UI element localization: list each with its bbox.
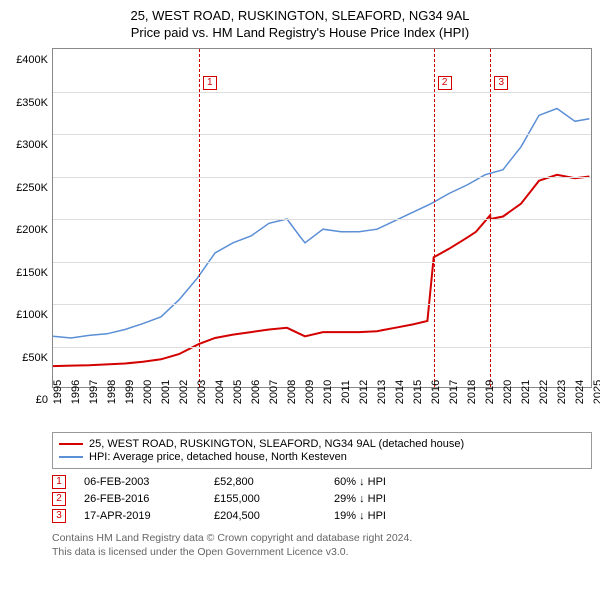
x-tick-label: 2008 [286, 380, 298, 404]
x-tick-label: 2013 [376, 380, 388, 404]
x-tick-label: 2001 [160, 380, 172, 404]
x-tick-label: 2025 [592, 380, 600, 404]
legend-label: 25, WEST ROAD, RUSKINGTON, SLEAFORD, NG3… [89, 438, 464, 450]
x-tick-label: 2012 [358, 380, 370, 404]
x-tick-label: 2022 [538, 380, 550, 404]
footer-line1: Contains HM Land Registry data © Crown c… [52, 531, 592, 545]
event-date: 17-APR-2019 [84, 510, 214, 522]
x-tick-label: 2002 [178, 380, 190, 404]
event-row: 2 26-FEB-2016£155,00029% ↓ HPI [52, 492, 592, 506]
y-tick-label: £350K [16, 97, 48, 109]
footer-line2: This data is licensed under the Open Gov… [52, 545, 592, 559]
event-marker-line [434, 49, 435, 387]
y-tick-label: £0 [36, 394, 48, 406]
legend: 25, WEST ROAD, RUSKINGTON, SLEAFORD, NG3… [52, 432, 592, 469]
x-tick-label: 2016 [430, 380, 442, 404]
x-tick-label: 2006 [250, 380, 262, 404]
x-tick-label: 2021 [520, 380, 532, 404]
x-tick-label: 2018 [466, 380, 478, 404]
x-tick-label: 2015 [412, 380, 424, 404]
x-tick-label: 1999 [124, 380, 136, 404]
series-property [53, 175, 589, 366]
x-tick-label: 2014 [394, 380, 406, 404]
gridline [53, 347, 591, 348]
event-date: 26-FEB-2016 [84, 493, 214, 505]
x-tick-label: 2020 [502, 380, 514, 404]
x-tick-label: 2009 [304, 380, 316, 404]
gridline [53, 134, 591, 135]
event-marker-box: 1 [203, 76, 217, 90]
gridline [53, 177, 591, 178]
chart-title: 25, WEST ROAD, RUSKINGTON, SLEAFORD, NG3… [8, 8, 592, 40]
y-tick-label: £250K [16, 182, 48, 194]
event-price: £204,500 [214, 510, 334, 522]
event-id-box: 1 [52, 475, 66, 489]
event-marker-box: 2 [438, 76, 452, 90]
event-date: 06-FEB-2003 [84, 476, 214, 488]
x-tick-label: 2007 [268, 380, 280, 404]
y-tick-label: £150K [16, 267, 48, 279]
legend-item: 25, WEST ROAD, RUSKINGTON, SLEAFORD, NG3… [59, 438, 585, 450]
x-tick-label: 1998 [106, 380, 118, 404]
event-marker-box: 3 [494, 76, 508, 90]
x-tick-label: 1997 [88, 380, 100, 404]
event-delta: 19% ↓ HPI [334, 510, 592, 522]
gridline [53, 304, 591, 305]
gridline [53, 262, 591, 263]
y-tick-label: £100K [16, 309, 48, 321]
event-marker-line [199, 49, 200, 387]
title-address: 25, WEST ROAD, RUSKINGTON, SLEAFORD, NG3… [8, 8, 592, 23]
event-marker-line [490, 49, 491, 387]
x-tick-label: 2005 [232, 380, 244, 404]
x-tick-label: 1996 [70, 380, 82, 404]
footer: Contains HM Land Registry data © Crown c… [52, 531, 592, 559]
x-tick-label: 2017 [448, 380, 460, 404]
x-tick-label: 2024 [574, 380, 586, 404]
event-row: 1 06-FEB-2003£52,80060% ↓ HPI [52, 475, 592, 489]
y-tick-label: £200K [16, 224, 48, 236]
event-id-box: 3 [52, 509, 66, 523]
x-tick-label: 2004 [214, 380, 226, 404]
x-tick-label: 2011 [340, 380, 352, 404]
x-tick-label: 2010 [322, 380, 334, 404]
event-price: £52,800 [214, 476, 334, 488]
x-tick-label: 1995 [52, 380, 64, 404]
legend-swatch [59, 456, 83, 458]
event-delta: 29% ↓ HPI [334, 493, 592, 505]
title-subtitle: Price paid vs. HM Land Registry's House … [8, 25, 592, 40]
x-tick-label: 2003 [196, 380, 208, 404]
y-axis: £0£50K£100K£150K£200K£250K£300K£350K£400… [8, 60, 52, 400]
y-tick-label: £300K [16, 139, 48, 151]
legend-swatch [59, 443, 83, 445]
x-tick-label: 2000 [142, 380, 154, 404]
event-id-box: 2 [52, 492, 66, 506]
x-axis: 1995199619971998199920002001200220032004… [52, 388, 592, 424]
legend-item: HPI: Average price, detached house, Nort… [59, 451, 585, 463]
legend-label: HPI: Average price, detached house, Nort… [89, 451, 347, 463]
x-tick-label: 2019 [484, 380, 496, 404]
event-delta: 60% ↓ HPI [334, 476, 592, 488]
gridline [53, 219, 591, 220]
event-price: £155,000 [214, 493, 334, 505]
chart-container: 25, WEST ROAD, RUSKINGTON, SLEAFORD, NG3… [8, 8, 592, 559]
event-row: 3 17-APR-2019£204,50019% ↓ HPI [52, 509, 592, 523]
x-tick-label: 2023 [556, 380, 568, 404]
plot-area: 1 2 3 [52, 48, 592, 388]
y-tick-label: £50K [22, 352, 48, 364]
event-table: 1 06-FEB-2003£52,80060% ↓ HPI 2 26-FEB-2016… [52, 475, 592, 523]
gridline [53, 92, 591, 93]
y-tick-label: £400K [16, 54, 48, 66]
